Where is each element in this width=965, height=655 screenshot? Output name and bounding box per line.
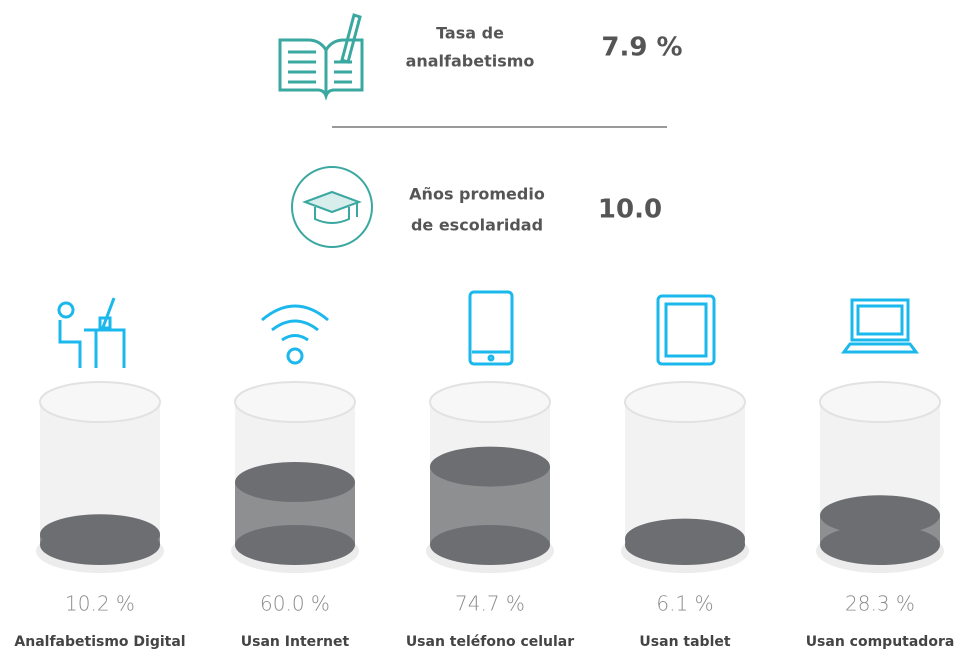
category-label: Usan Internet	[241, 634, 350, 650]
book-icon	[278, 13, 364, 101]
cylinder-fill	[820, 495, 940, 565]
cylinder-fill	[235, 462, 355, 565]
fill-top	[625, 518, 745, 559]
stat-value: 10.0	[598, 195, 662, 225]
category-label: Usan computadora	[806, 634, 955, 650]
fill-bottom	[820, 525, 940, 565]
cylinder-fill	[625, 518, 745, 565]
value-label: 6.1 %	[656, 592, 713, 616]
stat-label: Tasa de	[436, 24, 504, 43]
cylinder-fill	[40, 514, 160, 565]
stat-label: analfabetismo	[406, 52, 535, 71]
graduation-icon	[291, 166, 373, 248]
stat-label: de escolaridad	[411, 216, 543, 235]
fill-top	[235, 462, 355, 502]
fill-top	[40, 514, 160, 555]
fill-bottom	[235, 525, 355, 565]
stat-value: 7.9 %	[601, 33, 682, 63]
category-label: Usan teléfono celular	[406, 634, 574, 650]
cylinder-fill	[430, 446, 550, 565]
device-icons	[57, 290, 919, 368]
value-label: 60.0 %	[260, 592, 330, 616]
fill-bottom	[430, 525, 550, 565]
category-label: Usan tablet	[639, 634, 730, 650]
glass-top	[624, 381, 746, 423]
fill-top	[820, 495, 940, 536]
fill-top	[430, 446, 550, 487]
glass-top	[39, 381, 161, 423]
value-label: 28.3 %	[845, 592, 915, 616]
glass-top	[819, 381, 941, 423]
glass-top	[429, 381, 551, 423]
glass-top	[234, 381, 356, 423]
category-label: Analfabetismo Digital	[14, 634, 185, 650]
value-label: 74.7 %	[455, 592, 525, 616]
value-label: 10.2 %	[65, 592, 135, 616]
stat-label: Años promedio	[409, 185, 545, 204]
